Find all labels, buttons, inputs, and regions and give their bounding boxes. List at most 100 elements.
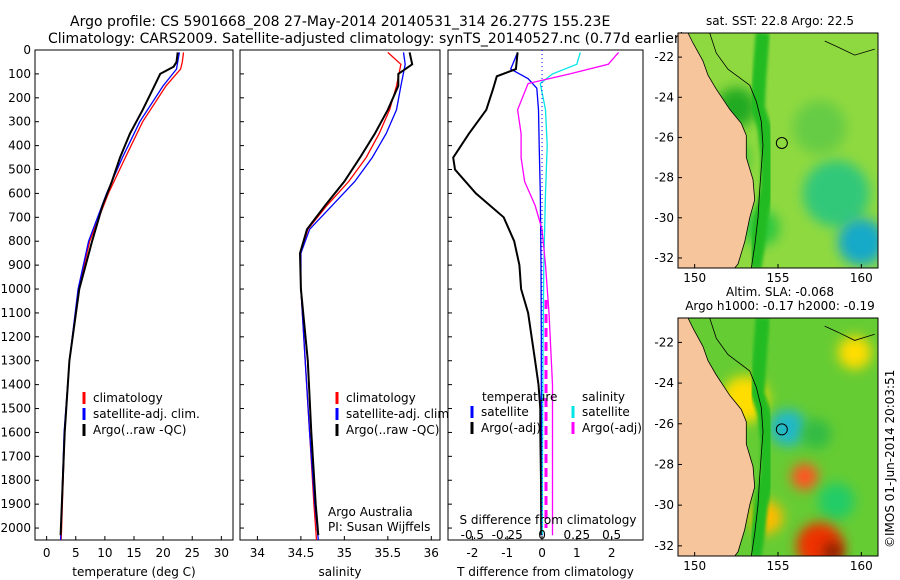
y-tick-label: -26 (654, 130, 674, 144)
map-anomaly (801, 418, 832, 449)
top-x-axis-label: S difference from climatology (460, 513, 637, 527)
y-tick-label: 1000 (0, 282, 31, 296)
land-mass (678, 33, 756, 268)
annotation-line: PI: Susan Wijffels (328, 520, 430, 534)
s-tick-label: 0 (538, 528, 546, 542)
x-tick-label: 155 (767, 271, 790, 285)
series-line (509, 52, 543, 536)
series-line (516, 51, 620, 536)
y-tick-label: 0 (23, 43, 31, 57)
x-tick-label: 160 (850, 271, 873, 285)
x-tick-label: 35.5 (374, 546, 401, 560)
y-tick-label: 2000 (0, 521, 31, 535)
series-line (300, 52, 406, 541)
series-line (539, 52, 581, 536)
y-tick-label: 1700 (0, 449, 31, 463)
imos-timestamp: ©IMOS 01-Jun-2014 20:03:51 (883, 370, 897, 548)
salinity-panel: 34 34.5 35 35.5 36 salinity climatology satelli… (239, 49, 453, 579)
x-tick-label: 20 (155, 546, 170, 560)
s-tick-label: -0.5 (461, 528, 484, 542)
map-title: Altim. SLA: -0.068 (726, 285, 834, 299)
annotation-line: Argo Australia (328, 505, 413, 519)
legend-label: satellite (582, 405, 630, 419)
x-tick-label: 150 (683, 271, 706, 285)
y-tick-label: 1100 (0, 306, 31, 320)
s-tick-label: 0.25 (563, 528, 590, 542)
legend-label: Argo(..raw -QC) (346, 423, 439, 437)
map-title: Argo h1000: -0.17 h2000: -0.19 (685, 299, 875, 313)
y-tick-label: 1200 (0, 330, 31, 344)
y-tick-label: 500 (8, 163, 31, 177)
temperature-panel: 0100200300400500600700800900100011001200… (0, 43, 234, 579)
legend-title: salinity (582, 390, 625, 404)
x-tick-label: 0 (538, 546, 546, 560)
isobath-contour (709, 33, 764, 268)
x-tick-label: 2 (608, 546, 616, 560)
y-tick-label: -28 (654, 457, 674, 471)
y-tick-label: 1600 (0, 425, 31, 439)
y-tick-label: -24 (654, 376, 674, 390)
title-line-2: Climatology: CARS2009. Satellite-adjuste… (48, 31, 685, 47)
map-anomaly (803, 160, 870, 228)
y-tick-label: -22 (654, 50, 674, 64)
x-tick-label: 30 (214, 546, 229, 560)
map-field (678, 33, 878, 268)
legend-label: satellite-adj. clim. (93, 407, 200, 421)
map-anomaly (793, 100, 847, 155)
y-tick-label: 1300 (0, 354, 31, 368)
y-tick-label: 1900 (0, 497, 31, 511)
x-tick-label: 34 (250, 546, 265, 560)
legend-label: climatology (93, 391, 163, 405)
land-mass (678, 318, 756, 556)
x-tick-label: 36 (424, 546, 439, 560)
difference-panel: -2 -1 0 1 2 T difference from climatology S di… (447, 49, 644, 579)
x-tick-label: 155 (767, 559, 790, 573)
x-tick-label: 15 (126, 546, 141, 560)
y-tick-label: 1800 (0, 473, 31, 487)
legend-label: Argo(..raw -QC) (93, 423, 186, 437)
s-tick-label: -0.25 (492, 528, 523, 542)
series-line (298, 52, 414, 536)
series-line (452, 52, 543, 536)
s-tick-label: 0.5 (602, 528, 621, 542)
y-tick-label: 1400 (0, 378, 31, 392)
isobath-contour (824, 40, 875, 56)
series-line (59, 52, 179, 536)
y-tick-label: -28 (654, 171, 674, 185)
y-tick-label: -32 (654, 539, 674, 553)
y-tick-label: -32 (654, 251, 674, 265)
profile-location-marker (775, 137, 788, 150)
sla-map: -22 -24 -26 -28 -30 -32 150 155 160 Altim. SLA: -… (654, 285, 879, 573)
y-tick-label: 600 (8, 186, 31, 200)
plot-frame (239, 49, 441, 541)
shelf-band (747, 318, 775, 556)
map-field (678, 318, 878, 556)
shelf-band (747, 33, 775, 268)
legend-label: satellite-adj. clim. (346, 407, 453, 421)
y-tick-label: -30 (654, 211, 674, 225)
y-tick-label: -22 (654, 335, 674, 349)
y-tick-label: 700 (8, 210, 31, 224)
map-anomaly (838, 218, 878, 266)
x-tick-label: 160 (850, 559, 873, 573)
x-tick-label: 5 (72, 546, 80, 560)
map-anomaly (791, 463, 819, 490)
x-axis-label: T difference from climatology (456, 565, 634, 579)
map-anomaly (818, 482, 855, 520)
legend-title: temperature (482, 390, 557, 404)
plot-frame (34, 49, 234, 541)
map-anomaly (823, 541, 843, 556)
profile-location-marker (775, 423, 788, 436)
legend-label: Argo(-adj) (481, 421, 541, 435)
legend-label: satellite (481, 405, 529, 419)
title-line-1: Argo profile: CS 5901668_208 27-May-2014… (70, 14, 610, 30)
map-anomaly (838, 335, 872, 370)
x-tick-label: 1 (573, 546, 581, 560)
y-tick-label: 400 (8, 139, 31, 153)
y-tick-label: 300 (8, 115, 31, 129)
x-tick-label: -1 (501, 546, 513, 560)
y-tick-label: 200 (8, 91, 31, 105)
x-tick-label: 150 (683, 559, 706, 573)
x-tick-label: 0 (43, 546, 51, 560)
